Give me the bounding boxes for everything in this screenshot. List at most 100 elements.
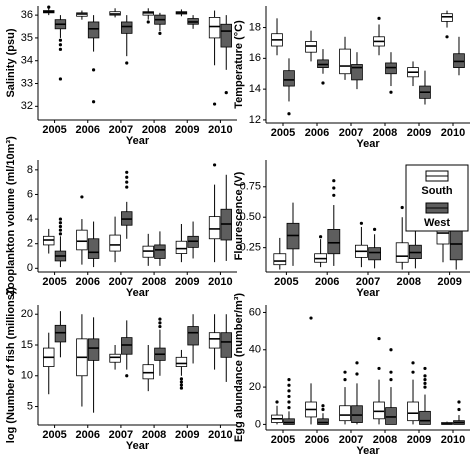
x-axis-title: Year bbox=[126, 440, 150, 452]
outlier bbox=[58, 232, 63, 236]
outlier bbox=[359, 221, 363, 225]
outlier bbox=[58, 43, 63, 47]
outlier bbox=[179, 377, 184, 381]
x-tick-label: 2007 bbox=[109, 124, 133, 136]
box bbox=[283, 418, 295, 425]
outlier bbox=[158, 321, 162, 325]
outlier bbox=[355, 372, 359, 376]
x-tick-label: 2010 bbox=[441, 434, 465, 446]
x-tick-label: 2009 bbox=[175, 124, 199, 136]
x-tick-label: 2007 bbox=[356, 276, 380, 288]
outlier bbox=[423, 374, 427, 378]
outlier bbox=[457, 400, 461, 404]
x-tick-label: 2005 bbox=[271, 127, 295, 139]
outlier bbox=[287, 112, 291, 116]
x-tick-label: 2006 bbox=[305, 127, 329, 139]
x-axis-title: Year bbox=[126, 135, 150, 147]
outlier bbox=[373, 227, 377, 231]
outlier bbox=[411, 370, 415, 374]
outlier bbox=[125, 175, 129, 179]
outlier bbox=[158, 317, 162, 321]
box bbox=[121, 337, 133, 355]
x-tick-label: 2009 bbox=[407, 127, 431, 139]
y-tick-label: 4 bbox=[27, 213, 33, 225]
y-tick-label: 12 bbox=[249, 114, 261, 126]
outlier bbox=[321, 404, 325, 408]
y-axis-title: Flourescence (V) bbox=[233, 171, 245, 260]
box bbox=[208, 216, 221, 240]
outlier bbox=[332, 186, 336, 190]
outlier bbox=[158, 324, 162, 329]
outlier bbox=[275, 400, 279, 404]
y-tick-label: 33 bbox=[21, 77, 33, 89]
outlier bbox=[125, 61, 129, 65]
outlier bbox=[287, 406, 291, 410]
outlier bbox=[332, 179, 336, 183]
outlier bbox=[321, 407, 325, 412]
box bbox=[87, 238, 100, 259]
outlier bbox=[287, 394, 291, 399]
box bbox=[407, 401, 419, 422]
y-tick-label: 16 bbox=[249, 52, 261, 64]
x-tick-label: 2008 bbox=[373, 127, 397, 139]
outlier bbox=[343, 370, 347, 374]
y-tick-label: 6 bbox=[27, 188, 33, 200]
x-tick-label: 2009 bbox=[175, 429, 199, 441]
x-tick-label: 2007 bbox=[109, 429, 133, 441]
outlier bbox=[423, 366, 427, 371]
y-tick-label: 0.25 bbox=[240, 242, 261, 254]
x-axis-title: Year bbox=[356, 287, 380, 299]
x-tick-label: 2006 bbox=[76, 276, 100, 288]
outlier bbox=[91, 100, 96, 104]
box bbox=[368, 247, 382, 261]
box bbox=[419, 410, 431, 425]
box bbox=[220, 23, 232, 48]
outlier bbox=[58, 228, 63, 232]
box bbox=[208, 332, 221, 349]
outlier bbox=[125, 185, 129, 189]
y-tick-label: 15 bbox=[21, 339, 33, 351]
box bbox=[208, 16, 221, 39]
outlier bbox=[389, 370, 393, 374]
outlier bbox=[389, 348, 393, 352]
box bbox=[385, 407, 397, 425]
outlier bbox=[319, 235, 323, 239]
outlier bbox=[423, 385, 427, 389]
box bbox=[76, 229, 88, 251]
x-tick-label: 2010 bbox=[441, 127, 465, 139]
outlier bbox=[58, 77, 63, 81]
x-tick-label: 2010 bbox=[208, 124, 232, 136]
y-tick-label: 36 bbox=[21, 9, 33, 21]
outlier bbox=[146, 20, 150, 24]
outlier bbox=[377, 336, 381, 341]
outlier bbox=[58, 217, 63, 221]
x-tick-label: 2008 bbox=[373, 434, 397, 446]
box bbox=[54, 324, 67, 343]
y-tick-label: 0 bbox=[27, 262, 33, 274]
box bbox=[187, 326, 199, 346]
outlier bbox=[389, 378, 393, 382]
y-tick-label: 0.50 bbox=[240, 211, 261, 223]
x-tick-label: 2010 bbox=[208, 429, 232, 441]
box bbox=[175, 356, 188, 367]
y-axis-title: Zooplankton volume (ml/10m³) bbox=[5, 136, 17, 296]
box bbox=[339, 405, 351, 422]
x-tick-label: 2006 bbox=[76, 429, 100, 441]
outlier bbox=[355, 361, 359, 365]
box bbox=[273, 253, 287, 266]
box bbox=[327, 228, 341, 255]
outlier bbox=[179, 386, 184, 390]
y-tick-label: 32 bbox=[21, 100, 33, 112]
outlier bbox=[47, 5, 51, 9]
x-tick-label: 2009 bbox=[175, 276, 199, 288]
x-tick-label: 2005 bbox=[42, 276, 66, 288]
outlier bbox=[58, 224, 63, 229]
x-axis-title: Year bbox=[126, 287, 150, 299]
y-axis-title: Temperature (°C) bbox=[233, 20, 245, 109]
outlier bbox=[125, 374, 129, 378]
box bbox=[220, 332, 232, 358]
outlier bbox=[179, 383, 184, 387]
x-axis-title: Year bbox=[356, 445, 380, 455]
outlier bbox=[377, 366, 381, 371]
legend-label: South bbox=[421, 185, 452, 197]
